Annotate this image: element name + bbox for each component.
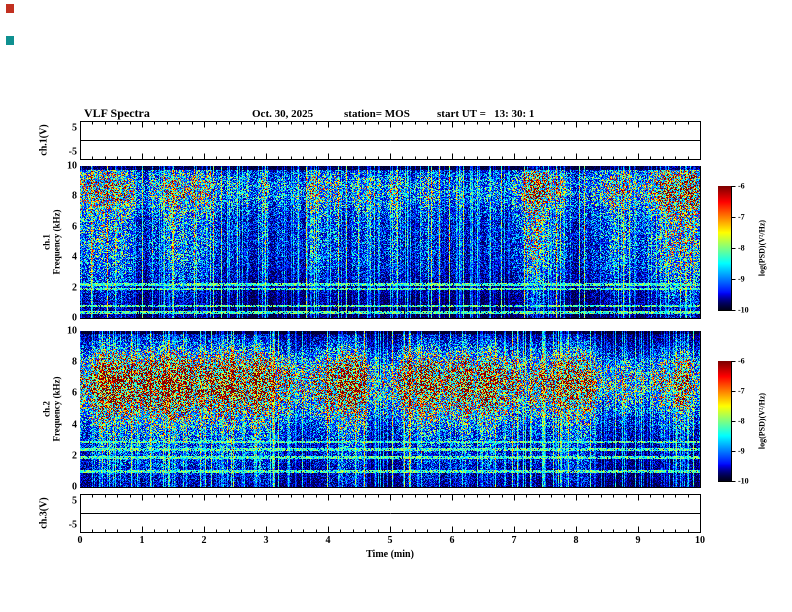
x-axis-title: Time (min)	[366, 549, 414, 560]
x-tick-label: 5	[387, 535, 393, 546]
colorbar1-tick-label: -8	[738, 243, 745, 253]
ch1-voltage-axis-label: ch.1(V)	[38, 124, 50, 156]
ch1-spectrogram	[80, 166, 700, 318]
colorbar2-tick-label: -8	[738, 416, 745, 426]
ch2-spec-y-tick-label: 4	[72, 419, 77, 431]
ch2-spec-y-tick-label: 8	[72, 356, 77, 368]
ch1-voltage-y-tick-label: 5	[72, 122, 77, 134]
x-tick-label: 8	[573, 535, 579, 546]
ch3-voltage-axis-label: ch.3(V)	[38, 497, 50, 529]
x-tick-label: 10	[695, 535, 705, 546]
ch1-label-line1: ch.1	[41, 234, 52, 250]
ch1-voltage-y-tick-label: -5	[68, 146, 77, 158]
colorbar1-tick-label: -6	[738, 181, 745, 191]
plot-start-ut: start UT = 13: 30: 1	[437, 108, 535, 120]
ch3-voltage-y-tick-label: 5	[72, 495, 77, 507]
x-tick-label: 3	[263, 535, 269, 546]
ch1-spec-y-tick-label: 4	[72, 251, 77, 263]
ch1-spec-y-tick-label: 0	[72, 312, 77, 324]
x-tick-label: 0	[77, 535, 83, 546]
ch1-label-line2: Frequency (kHz)	[52, 209, 62, 275]
colorbar1-tick-label: -9	[738, 274, 745, 284]
ch1-spec-y-tick-label: 2	[72, 282, 77, 294]
x-tick-label: 1	[139, 535, 145, 546]
ch1-spec-y-tick-label: 10	[67, 160, 77, 172]
colorbar-ch2	[718, 361, 731, 481]
colorbar2-tick-label: -10	[738, 476, 749, 486]
ch2-spectrogram	[80, 331, 700, 487]
red-mark	[6, 4, 14, 13]
ch2-frequency-axis-label: ch.2 Frequency (kHz)	[42, 376, 63, 441]
ch2-label-line2: Frequency (kHz)	[52, 376, 62, 442]
colorbar1-tick-label: -7	[738, 212, 745, 222]
x-tick-label: 4	[325, 535, 331, 546]
ch1-spec-y-tick-label: 6	[72, 221, 77, 233]
plot-title: VLF Spectra	[84, 106, 150, 120]
colorbar2-title: log(PSD)(V²/Hz)	[757, 392, 767, 450]
x-tick-label: 7	[511, 535, 517, 546]
teal-mark	[6, 36, 14, 45]
colorbar1-title: log(PSD)(V²/Hz)	[757, 219, 767, 277]
x-tick-label: 2	[201, 535, 207, 546]
plot-station: station= MOS	[344, 108, 410, 120]
ch2-spec-y-tick-label: 2	[72, 450, 77, 462]
colorbar2-tick-label: -9	[738, 446, 745, 456]
ch2-spec-y-tick-label: 0	[72, 481, 77, 493]
colorbar2-tick-label: -7	[738, 386, 745, 396]
ch1-spec-y-tick-label: 8	[72, 190, 77, 202]
ch2-spec-y-tick-label: 10	[67, 325, 77, 337]
ch2-spec-y-tick-label: 6	[72, 387, 77, 399]
colorbar-ch1	[718, 186, 731, 310]
ch2-label-line1: ch.2	[41, 401, 52, 417]
colorbar1-tick-label: -10	[738, 305, 749, 315]
x-tick-label: 9	[635, 535, 641, 546]
plot-date: Oct. 30, 2025	[252, 108, 314, 120]
colorbar2-tick-label: -6	[738, 356, 745, 366]
x-tick-label: 6	[449, 535, 455, 546]
ch1-frequency-axis-label: ch.1 Frequency (kHz)	[42, 209, 63, 274]
ch3-voltage-y-tick-label: -5	[68, 519, 77, 531]
